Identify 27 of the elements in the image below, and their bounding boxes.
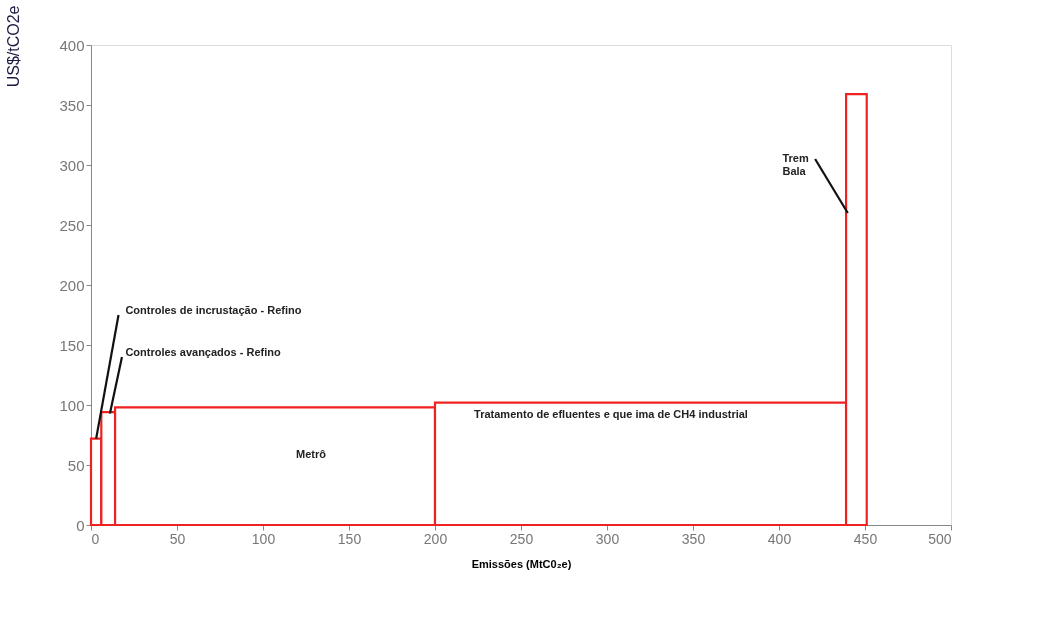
- x-tick-label: 150: [337, 530, 362, 547]
- annotation: Controles avançados - Refino: [125, 346, 281, 359]
- annotation: Metrô: [296, 448, 327, 460]
- x-tick-label: 0: [91, 530, 100, 547]
- y-tick-label: 100: [59, 396, 85, 414]
- x-axis-title: Emissões (MtC0₂e): [471, 557, 572, 570]
- x-tick-label: 350: [681, 530, 706, 547]
- y-tick-label: 250: [59, 216, 85, 234]
- y-axis-title: US$/tCO2e: [4, 5, 22, 88]
- x-tick-label: 200: [423, 530, 448, 547]
- annotation: Controles de incrustação - Refino: [125, 304, 302, 317]
- y-tick-label: 300: [59, 156, 85, 174]
- x-tick-label: 300: [595, 530, 620, 547]
- y-tick-label: 400: [59, 36, 85, 54]
- annotation: Trem Bala: [782, 152, 809, 177]
- x-tick-label: 450: [853, 530, 878, 547]
- x-tick-label: 500: [928, 530, 952, 547]
- y-tick-label: 50: [67, 456, 85, 474]
- y-tick-label: 0: [76, 516, 85, 534]
- annotation: Tratamento de efluentes e que ima de CH4 industrial: [474, 408, 748, 420]
- y-tick-label: 200: [59, 276, 85, 294]
- y-tick-label: 350: [59, 96, 85, 114]
- x-tick-label: 400: [767, 530, 792, 547]
- x-tick-label: 50: [169, 530, 186, 547]
- x-tick-label: 250: [509, 530, 534, 547]
- y-tick-label: 150: [59, 336, 85, 354]
- x-tick-label: 100: [251, 530, 276, 547]
